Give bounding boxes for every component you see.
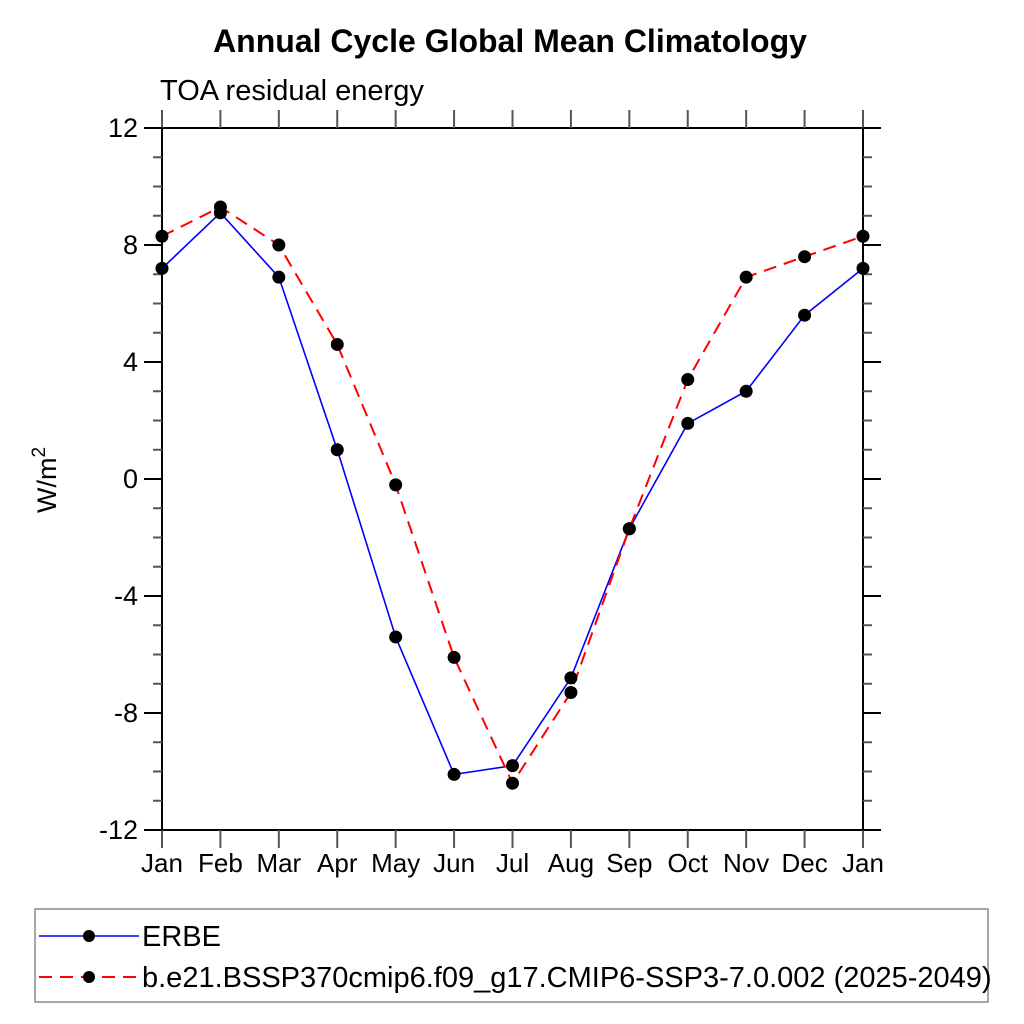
model-marker — [506, 776, 519, 790]
y-tick-label: 8 — [123, 230, 138, 260]
model-marker — [389, 478, 403, 492]
x-tick-label: Dec — [781, 848, 827, 878]
x-tick-label: May — [371, 848, 420, 878]
erbe-marker — [447, 767, 461, 781]
model-marker — [622, 522, 636, 536]
erbe-line — [161, 211, 864, 776]
y-tick-label: -8 — [114, 698, 138, 728]
x-tick-label: Mar — [256, 848, 301, 878]
model-marker — [272, 238, 286, 252]
model-marker — [213, 200, 227, 214]
x-tick-label: Jun — [433, 848, 475, 878]
x-tick-label: Feb — [198, 848, 243, 878]
legend: ERBE b.e21.BSSP370cmip6.f09_g17.CMIP6-SS… — [34, 908, 992, 1003]
y-tick-label: 12 — [108, 113, 138, 143]
legend-box — [34, 908, 989, 1003]
erbe-marker — [330, 443, 344, 457]
x-tick-label: Jan — [141, 848, 183, 878]
legend-marker-erbe — [83, 930, 95, 942]
chart-title: Annual Cycle Global Mean Climatology — [213, 23, 807, 59]
x-tick-label: Sep — [606, 848, 652, 878]
legend-label-model: b.e21.BSSP370cmip6.f09_g17.CMIP6-SSP3-7.… — [142, 962, 992, 994]
x-tick-label: Nov — [723, 848, 769, 878]
legend-marker-model — [83, 971, 95, 983]
model-marker — [739, 270, 753, 284]
model-marker — [681, 373, 695, 387]
x-tick-label: Aug — [548, 848, 594, 878]
erbe-marker — [856, 261, 870, 275]
plot-frame — [161, 127, 864, 831]
y-tick-label: 0 — [123, 464, 138, 494]
y-axis-label-exponent: 2 — [29, 447, 50, 458]
erbe-marker — [272, 270, 286, 284]
x-tick-label: Jul — [496, 848, 529, 878]
erbe-marker — [155, 261, 169, 275]
model-marker — [447, 650, 461, 664]
erbe-marker — [681, 416, 695, 430]
erbe-marker — [564, 671, 578, 685]
chart-subtitle: TOA residual energy — [160, 75, 424, 107]
model-line — [161, 205, 864, 786]
plot-series — [155, 200, 870, 790]
erbe-marker — [506, 759, 519, 773]
model-marker — [155, 229, 169, 243]
plot-axes: Jan Feb Mar Apr May Jun Jul Aug Sep Oct Nov Dec Jan-… — [99, 110, 884, 878]
model-marker — [564, 686, 578, 700]
y-tick-label: 4 — [123, 347, 138, 377]
model-marker — [798, 250, 812, 264]
y-axis-label-base: W/m — [32, 458, 62, 513]
y-tick-label: -12 — [99, 815, 138, 845]
x-tick-label: Oct — [668, 848, 709, 878]
legend-label-erbe: ERBE — [142, 921, 221, 953]
model-marker — [330, 337, 344, 351]
y-axis-label: W/m2 — [29, 447, 62, 513]
x-tick-label: Jan — [842, 848, 884, 878]
erbe-marker — [389, 630, 403, 644]
y-tick-label: -4 — [114, 581, 138, 611]
x-tick-label: Apr — [317, 848, 358, 878]
model-marker — [856, 229, 870, 243]
erbe-marker — [739, 384, 753, 398]
erbe-marker — [798, 308, 812, 322]
